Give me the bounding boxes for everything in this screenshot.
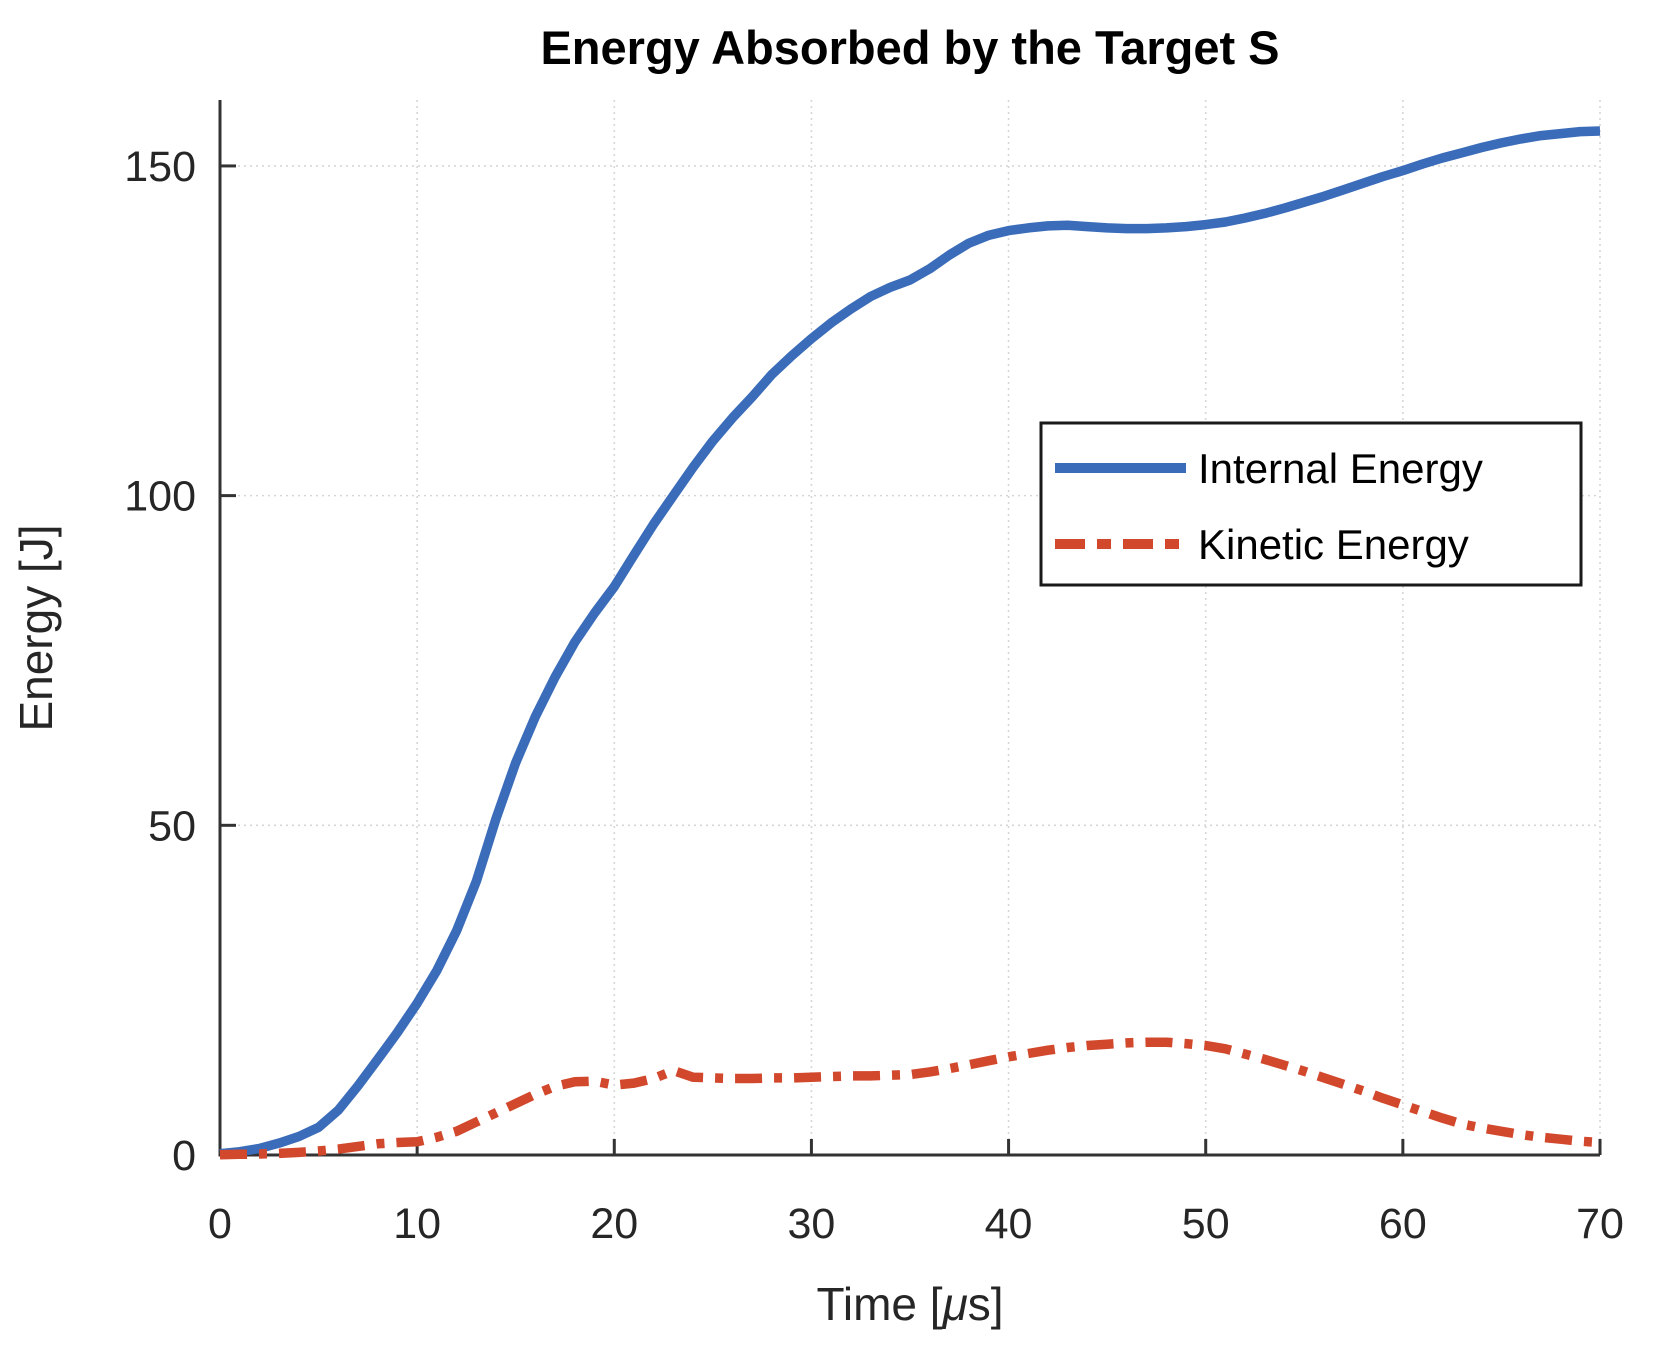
tick-labels: 0 10 20 30 40 50 60 70 0 50 100 150	[124, 143, 1624, 1248]
y-axis-label: Energy [J]	[10, 524, 62, 731]
x-tick-label: 50	[1182, 1200, 1230, 1248]
chart-title: Energy Absorbed by the Target S	[540, 21, 1279, 74]
x-tick-label: 20	[590, 1200, 638, 1248]
x-tick-label: 60	[1379, 1200, 1427, 1248]
axes	[218, 100, 1602, 1157]
kinetic-energy-line	[219, 1037, 1601, 1160]
x-tick-label: 40	[985, 1200, 1033, 1248]
x-tick-label: 30	[788, 1200, 836, 1248]
y-tick-label: 50	[148, 802, 196, 850]
x-axis-label: Time [μs]	[816, 1278, 1003, 1330]
legend: Internal Energy Kinetic Energy	[1039, 421, 1583, 587]
legend-box	[1039, 421, 1583, 587]
grid-lines	[220, 100, 1601, 1155]
data-series	[219, 126, 1601, 1160]
x-tick-label: 10	[393, 1200, 441, 1248]
x-tick-label: 0	[208, 1200, 232, 1248]
x-tick-label: 70	[1576, 1200, 1624, 1248]
legend-entry-label: Kinetic Energy	[1198, 521, 1469, 568]
y-tick-label: 150	[124, 143, 196, 191]
legend-entry-label: Internal Energy	[1198, 445, 1483, 492]
y-tick-label: 0	[172, 1132, 196, 1180]
y-tick-label: 100	[124, 473, 196, 521]
internal-energy-line	[219, 126, 1601, 1159]
